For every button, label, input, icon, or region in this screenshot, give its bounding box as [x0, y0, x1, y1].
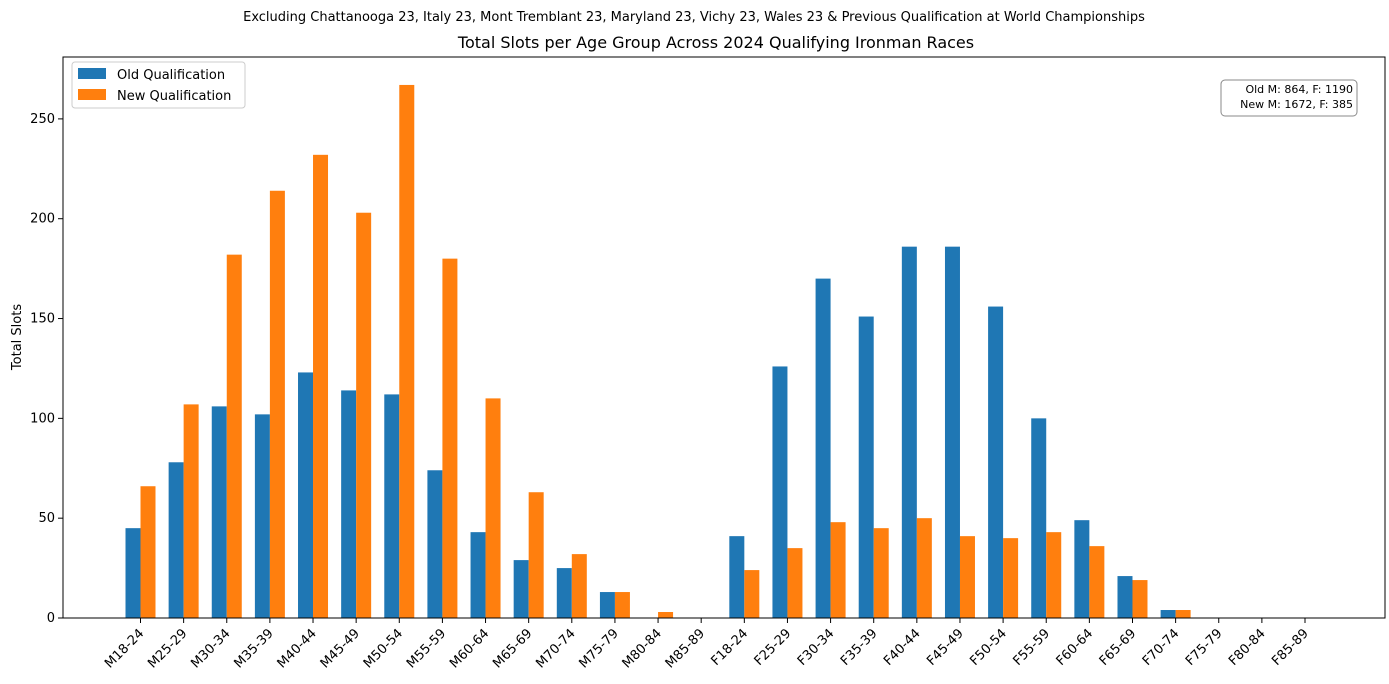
bar-new-m40-44 — [313, 154, 329, 618]
bar-new-m30-34 — [226, 254, 242, 618]
x-tick-label: F40-44 — [881, 626, 924, 669]
x-tick-label: F55-59 — [1010, 626, 1053, 669]
x-tick-label: M75-79 — [577, 626, 622, 671]
bar-old-m35-39 — [254, 414, 270, 618]
bar-old-m18-24 — [125, 528, 141, 618]
bars-group — [125, 84, 1191, 619]
x-tick-label: F35-39 — [838, 626, 881, 669]
x-tick-label: F60-64 — [1054, 626, 1097, 669]
totals-annotation: Old M: 864, F: 1190 New M: 1672, F: 385 — [1220, 79, 1358, 117]
annotation-line-new: New M: 1672, F: 385 — [1240, 98, 1353, 111]
bar-new-m35-39 — [269, 190, 285, 618]
bar-old-m60-64 — [470, 532, 486, 618]
x-tick-label: F65-69 — [1097, 626, 1140, 669]
x-tick-label: F70-74 — [1140, 626, 1183, 669]
chart-title: Total Slots per Age Group Across 2024 Qu… — [457, 33, 974, 52]
x-tick-label: M50-54 — [361, 626, 406, 671]
legend-swatch-new — [78, 89, 106, 100]
x-tick-label: M18-24 — [102, 626, 147, 671]
y-tick-label: 150 — [30, 312, 55, 327]
bar-old-m50-54 — [384, 394, 400, 618]
bar-new-f65-69 — [1132, 580, 1148, 618]
legend-swatch-old — [78, 68, 106, 79]
x-tick-label: F85-89 — [1269, 626, 1312, 669]
x-tick-label: F30-34 — [795, 626, 838, 669]
bar-new-f25-29 — [787, 548, 803, 618]
y-axis-label: Total Slots — [10, 304, 25, 371]
bar-new-m80-84 — [658, 612, 674, 618]
bar-new-m75-79 — [614, 592, 630, 618]
x-tick-label: M25-29 — [145, 626, 190, 671]
x-tick-label: M45-49 — [318, 626, 363, 671]
x-tick-label: F75-79 — [1183, 626, 1226, 669]
bar-old-f45-49 — [944, 246, 960, 618]
x-tick-label: M55-59 — [404, 626, 449, 671]
bar-new-m65-69 — [528, 492, 544, 618]
bar-new-f45-49 — [959, 536, 975, 618]
bar-old-f35-39 — [858, 316, 874, 618]
x-tick-label: M35-39 — [231, 626, 276, 671]
x-tick-label: F18-24 — [709, 626, 752, 669]
bar-old-m45-49 — [341, 390, 357, 618]
bar-old-f30-34 — [815, 278, 831, 618]
x-axis: M18-24M25-29M30-34M35-39M40-44M45-49M50-… — [102, 618, 1312, 671]
y-axis: 0 50 100 150 200 250 — [30, 112, 63, 626]
bar-old-f25-29 — [772, 366, 788, 618]
bar-new-m60-64 — [485, 398, 501, 618]
bar-old-m55-59 — [427, 470, 443, 618]
bar-new-m70-74 — [571, 554, 587, 618]
bar-old-m40-44 — [298, 372, 314, 618]
bar-old-m25-29 — [168, 462, 184, 618]
bar-old-f65-69 — [1117, 576, 1133, 618]
y-tick-label: 0 — [47, 611, 55, 626]
x-tick-label: M60-64 — [447, 626, 492, 671]
bar-old-f18-24 — [729, 536, 745, 618]
bar-new-m45-49 — [356, 212, 372, 619]
x-tick-label: F45-49 — [924, 626, 967, 669]
bar-new-f55-59 — [1046, 532, 1062, 618]
bar-old-f70-74 — [1160, 610, 1176, 618]
legend-label-old: Old Qualification — [117, 68, 225, 83]
annotation-box — [1220, 79, 1358, 117]
y-tick-label: 50 — [38, 511, 55, 526]
x-tick-label: F25-29 — [752, 626, 795, 669]
bar-new-f40-44 — [916, 518, 932, 618]
bar-new-f30-34 — [830, 522, 846, 618]
bar-new-f35-39 — [873, 528, 889, 618]
bar-old-m75-79 — [599, 592, 615, 618]
bar-old-f55-59 — [1031, 418, 1047, 618]
y-tick-label: 100 — [30, 411, 55, 426]
bar-old-m65-69 — [513, 560, 529, 618]
bar-new-m18-24 — [140, 486, 156, 618]
bar-old-f50-54 — [988, 306, 1004, 618]
x-tick-label: M30-34 — [188, 626, 233, 671]
bar-old-m30-34 — [211, 406, 227, 618]
x-tick-label: M40-44 — [275, 626, 320, 671]
x-tick-label: M80-84 — [620, 626, 665, 671]
legend-label-new: New Qualification — [117, 89, 231, 104]
annotation-line-old: Old M: 864, F: 1190 — [1245, 83, 1353, 96]
bar-new-m50-54 — [399, 84, 415, 618]
bar-new-m55-59 — [442, 258, 458, 618]
bar-old-m70-74 — [556, 568, 572, 618]
bar-old-f60-64 — [1074, 520, 1090, 618]
bar-old-f40-44 — [901, 246, 917, 618]
bar-new-f18-24 — [744, 570, 760, 618]
legend-box — [71, 61, 246, 109]
x-tick-label: M85-89 — [663, 626, 708, 671]
bar-new-m25-29 — [183, 404, 199, 618]
plot-frame — [62, 56, 1386, 619]
chart-suptitle: Excluding Chattanooga 23, Italy 23, Mont… — [243, 10, 1145, 25]
bar-new-f70-74 — [1175, 610, 1191, 618]
y-tick-label: 200 — [30, 212, 55, 227]
x-tick-label: M70-74 — [533, 626, 578, 671]
bar-new-f60-64 — [1089, 546, 1105, 618]
bar-new-f50-54 — [1003, 538, 1019, 618]
x-tick-label: F50-54 — [967, 626, 1010, 669]
legend: Old Qualification New Qualification — [71, 61, 246, 109]
y-tick-label: 250 — [30, 112, 55, 127]
x-tick-label: F80-84 — [1226, 626, 1269, 669]
x-tick-label: M65-69 — [490, 626, 535, 671]
